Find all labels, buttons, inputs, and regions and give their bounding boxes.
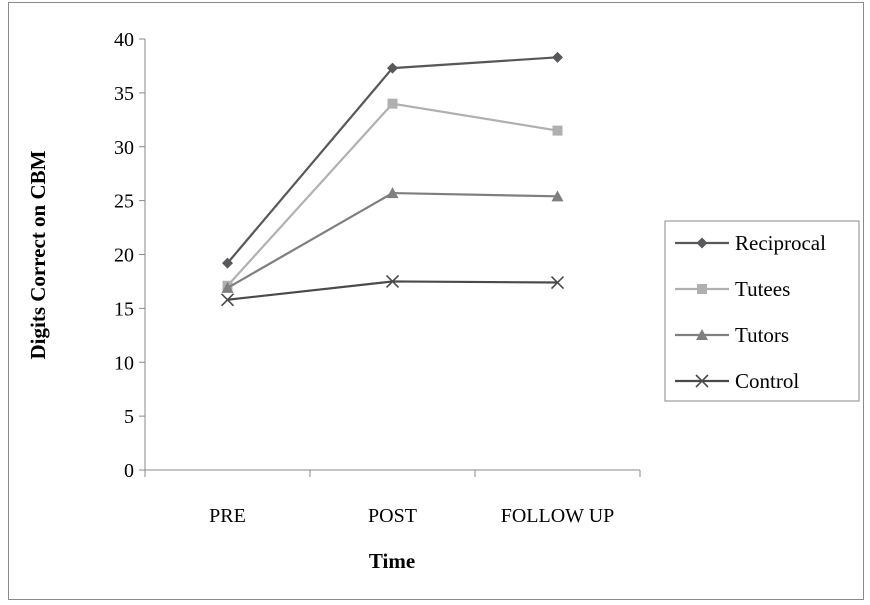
- y-tick-label: 35: [114, 83, 134, 105]
- legend-box: [664, 220, 860, 402]
- x-marker-stroke: [385, 274, 400, 289]
- y-axis-title: Digits Correct on CBM: [26, 150, 50, 359]
- x-marker-stroke: [550, 275, 565, 290]
- series-line-tutors: [226, 191, 558, 289]
- y-tick-label: 5: [124, 406, 134, 428]
- series-layer: [220, 51, 565, 307]
- y-tick-label: 25: [114, 191, 134, 213]
- data-point-tutees: [387, 98, 398, 109]
- x-axis-ticks: PRE POST FOLLOW UP: [144, 470, 641, 527]
- data-point-control: [385, 274, 400, 289]
- y-tick-label: 30: [114, 137, 134, 159]
- y-tick-label: 0: [124, 460, 134, 482]
- data-point-reciprocal: [222, 257, 233, 269]
- data-point-tutors: [386, 187, 399, 199]
- legend-marker-control: [695, 374, 709, 388]
- data-point-tutors: [221, 281, 234, 293]
- series-reciprocal: [222, 51, 563, 269]
- legend-marker-tutees: [697, 284, 707, 294]
- data-point-control: [220, 293, 235, 307]
- legend-label-tutees: Tutees: [735, 277, 790, 301]
- series-control: [220, 274, 565, 307]
- y-tick-label: 40: [114, 29, 134, 51]
- y-tick-label: 10: [114, 352, 134, 374]
- legend-label-reciprocal: Reciprocal: [735, 231, 826, 255]
- legend-label-control: Control: [735, 369, 799, 393]
- legend-marker-reciprocal: [696, 237, 708, 249]
- series-tutors: [221, 187, 564, 293]
- legend-item-tutors: Tutors: [675, 323, 789, 347]
- x-axis-title: Time: [369, 549, 415, 573]
- series-line-control: [227, 280, 558, 301]
- legend-item-tutees: Tutees: [675, 277, 790, 301]
- x-marker-stroke: [695, 374, 709, 388]
- legend-label-tutors: Tutors: [735, 323, 789, 347]
- y-tick-label: 15: [114, 298, 134, 320]
- data-point-control: [550, 275, 565, 290]
- y-tick-label: 20: [114, 245, 134, 267]
- x-tick-label: FOLLOW UP: [501, 505, 615, 527]
- legend-marker-tutors: [696, 329, 708, 340]
- x-tick-label: PRE: [209, 505, 246, 527]
- data-point-reciprocal: [387, 62, 398, 74]
- data-point-tutors: [551, 190, 564, 202]
- legend-item-control: Control: [675, 369, 799, 393]
- x-marker-stroke: [220, 293, 235, 307]
- legend-item-reciprocal: Reciprocal: [675, 231, 826, 255]
- data-point-reciprocal: [552, 51, 563, 63]
- y-axis-ticks: 0 5 10 15 20 25 30 35 40: [114, 29, 145, 482]
- x-tick-label: POST: [368, 505, 417, 527]
- data-point-tutees: [552, 125, 563, 136]
- legend: Reciprocal Tutees Tutors Control: [664, 220, 860, 402]
